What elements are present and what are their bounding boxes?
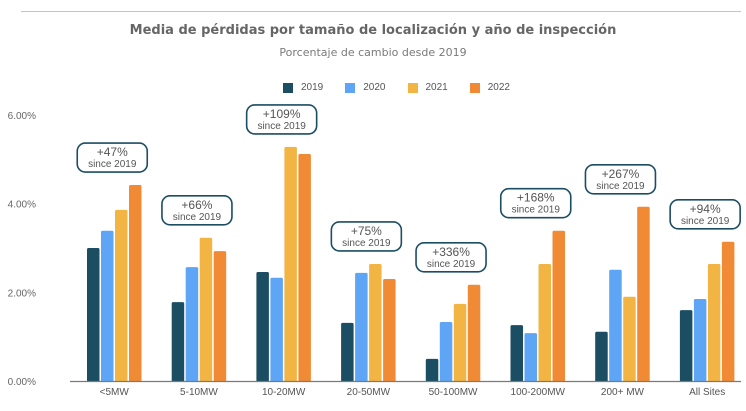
legend-item-2022[interactable]: 2022 (469, 82, 510, 93)
y-tick-label: 0.00% (8, 377, 36, 388)
x-tick-label: 200+ MW (601, 387, 645, 398)
bar-2020 (524, 333, 537, 381)
annotation-box (669, 198, 741, 230)
annotation-box (584, 163, 657, 195)
bar-2022 (552, 230, 565, 381)
annotation-value: +75% (351, 224, 382, 238)
annotation-note: since 2019 (257, 121, 306, 132)
annotation-box (415, 241, 487, 273)
bar-2019 (341, 322, 354, 381)
annotation-note: since 2019 (427, 259, 476, 270)
x-tick-label: 100-200MW (511, 387, 566, 398)
y-tick-label: 4.00% (8, 200, 36, 211)
annotation-note: since 2019 (512, 205, 561, 216)
annotation-value: +47% (97, 145, 128, 159)
legend-label-2022: 2022 (487, 82, 510, 93)
bar-2021 (453, 303, 467, 381)
annotation-note: since 2019 (173, 212, 222, 223)
x-tick-label: 5-10MW (180, 387, 218, 398)
bar-2021 (623, 296, 636, 381)
bar-2021 (369, 263, 382, 381)
bar-2022 (129, 185, 142, 381)
y-tick-label: 2.00% (8, 288, 36, 299)
legend-swatch-2020 (345, 82, 356, 93)
bar-2020 (355, 272, 368, 381)
annotation-box (245, 104, 318, 135)
bar-2021 (538, 263, 551, 381)
bar-2021 (707, 263, 721, 381)
legend-item-2019[interactable]: 2019 (283, 82, 323, 93)
annotation-note: since 2019 (342, 238, 391, 249)
legend-swatch-2021 (407, 82, 418, 93)
bar-2019 (87, 248, 100, 381)
annotation-note: since 2019 (596, 181, 645, 192)
legend-item-2020[interactable]: 2020 (345, 82, 386, 93)
bar-2019 (425, 358, 439, 381)
bar-2019 (679, 310, 693, 381)
x-tick-label: 20-50MW (347, 387, 391, 398)
x-tick-label: 50-100MW (429, 387, 478, 398)
legend: 2019 2020 2021 2022 (283, 82, 532, 93)
bar-2022 (298, 154, 311, 381)
top-divider (21, 11, 741, 12)
annotation-box (76, 142, 149, 173)
bar-2022 (467, 284, 481, 381)
annotation-value: +336% (432, 245, 470, 259)
bar-2020 (101, 230, 114, 381)
bar-2022 (213, 251, 227, 381)
bar-2019 (256, 271, 269, 381)
bar-2020 (439, 322, 453, 381)
bar-2021 (199, 237, 213, 381)
bar-2019 (171, 302, 185, 381)
legend-swatch-2022 (469, 82, 480, 93)
bar-2021 (284, 146, 297, 381)
bar-2020 (185, 267, 199, 381)
bar-2022 (637, 206, 650, 381)
x-tick-label: <5MW (100, 387, 130, 398)
bar-2020 (693, 298, 707, 381)
annotation-box (161, 195, 233, 226)
bar-2020 (270, 277, 283, 381)
annotation-box (330, 221, 403, 252)
bar-2020 (609, 269, 622, 381)
y-tick-label: 6.00% (8, 111, 36, 122)
annotation-value: +94% (690, 202, 721, 216)
chart-subtitle: Porcentaje de cambio desde 2019 (279, 46, 467, 59)
bar-2019 (595, 331, 608, 381)
legend-swatch-2019 (283, 82, 293, 93)
x-tick-label: All Sites (689, 387, 725, 398)
bar-2019 (510, 325, 523, 381)
bar-2021 (115, 209, 128, 381)
bar-2022 (383, 279, 396, 381)
x-tick-label: 10-20MW (262, 387, 306, 398)
annotation-note: since 2019 (681, 216, 730, 227)
annotation-value: +168% (517, 191, 555, 205)
legend-label-2020: 2020 (363, 82, 386, 93)
annotation-value: +66% (181, 198, 212, 212)
legend-item-2021[interactable]: 2021 (407, 82, 448, 93)
legend-label-2019: 2019 (301, 82, 324, 93)
annotation-note: since 2019 (88, 159, 137, 170)
legend-label-2021: 2021 (425, 82, 448, 93)
annotation-box (499, 187, 572, 219)
annotation-value: +109% (263, 107, 301, 121)
chart-title: Media de pérdidas por tamaño de localiza… (129, 23, 617, 38)
bar-2022 (721, 241, 735, 381)
annotation-value: +267% (602, 167, 640, 181)
